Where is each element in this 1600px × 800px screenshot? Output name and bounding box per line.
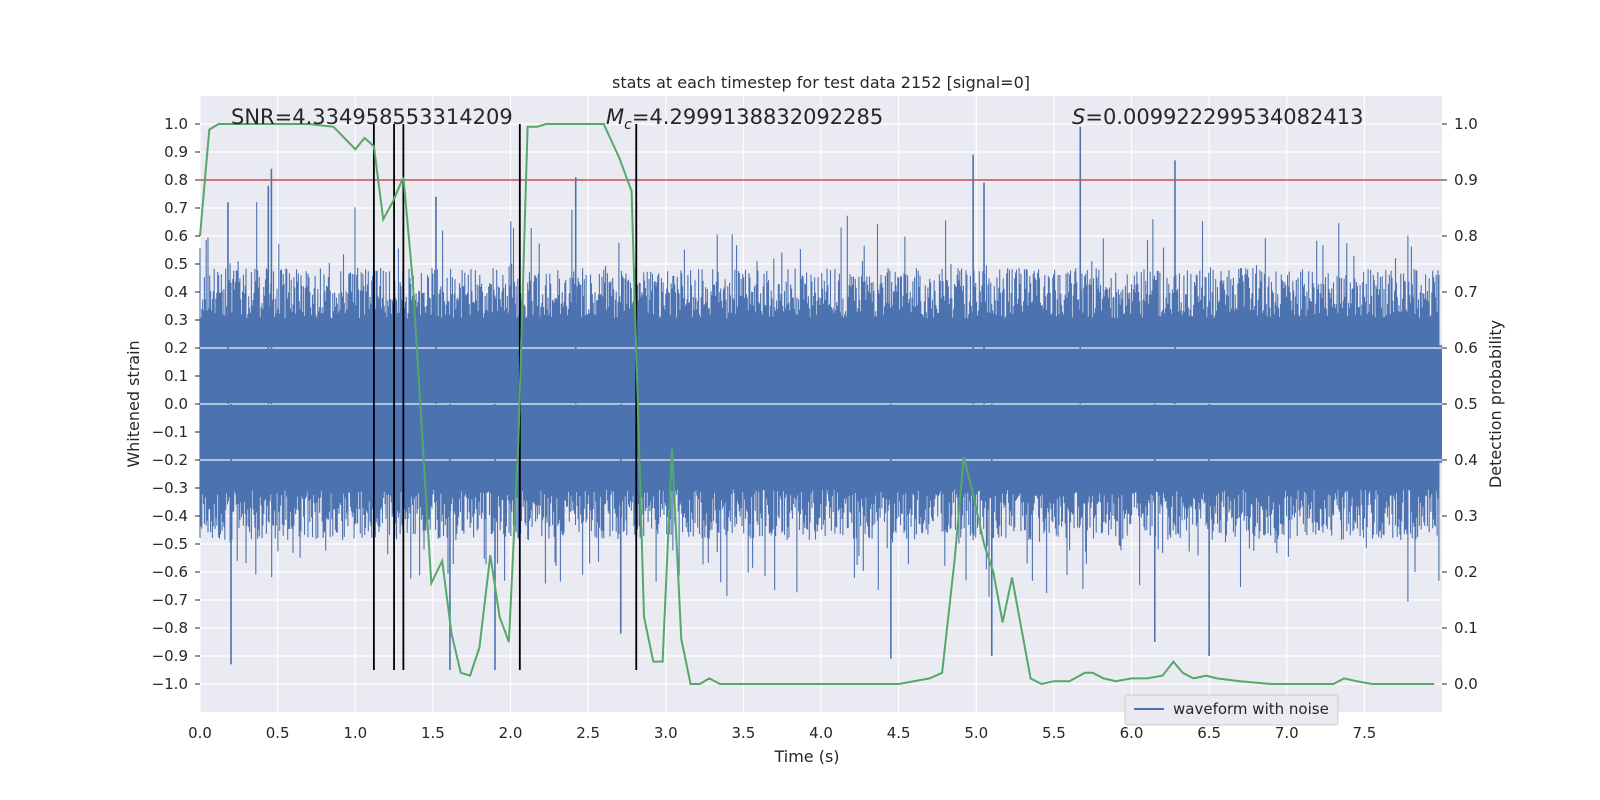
y-right-tick-label: 0.2 (1454, 563, 1478, 581)
y-tick-label: 0.7 (164, 199, 188, 217)
x-tick-label: 0.5 (266, 724, 290, 742)
legend-label: waveform with noise (1173, 700, 1329, 718)
y-right-tick-label: 0.3 (1454, 507, 1478, 525)
x-tick-label: 6.5 (1197, 724, 1221, 742)
y-axis-label: Whitened strain (124, 340, 143, 467)
legend-box (1124, 694, 1339, 726)
x-tick-label: 3.0 (654, 724, 678, 742)
x-tick-label: 4.0 (809, 724, 833, 742)
y-tick-label: 1.0 (164, 115, 188, 133)
y-right-tick-label: 1.0 (1454, 115, 1478, 133)
y-right-tick-label: 0.0 (1454, 675, 1478, 693)
y-tick-label: −0.4 (152, 507, 188, 525)
y-right-ticks: 1.0 0.9 0.8 0.7 0.6 0.5 0.4 0.3 0.2 0.1 0.0 (1442, 115, 1478, 693)
y-right-tick-label: 0.6 (1454, 339, 1478, 357)
x-tick-label: 4.5 (887, 724, 911, 742)
y-ticks: 1.0 0.9 0.8 0.7 0.6 0.5 0.4 0.3 0.2 0.1 0.0 −0.1 −0.… (152, 115, 200, 693)
x-tick-label: 5.5 (1042, 724, 1066, 742)
x-tick-label: 2.0 (499, 724, 523, 742)
y-tick-label: 0.1 (164, 367, 188, 385)
x-tick-label: 2.5 (576, 724, 600, 742)
x-tick-label: 7.5 (1352, 724, 1376, 742)
waveform-spikes (227, 126, 1210, 670)
y-tick-label: −0.7 (152, 591, 188, 609)
y-tick-label: 0.0 (164, 395, 188, 413)
chirp-mass-symbol: M (606, 105, 624, 129)
y-tick-label: −0.6 (152, 563, 188, 581)
x-tick-label: 3.5 (731, 724, 755, 742)
legend: waveform with noise (1124, 694, 1339, 726)
s-symbol: S (1072, 105, 1085, 129)
detection-probability-line (199, 123, 1435, 686)
y-tick-label: 0.3 (164, 311, 188, 329)
snr-annotation: SNR=4.334958553314209 (231, 105, 513, 129)
y-right-axis-label: Detection probability (1486, 320, 1505, 488)
y-right-tick-label: 0.1 (1454, 619, 1478, 637)
y-right-tick-label: 0.8 (1454, 227, 1478, 245)
y-tick-label: −0.3 (152, 479, 188, 497)
y-tick-label: −0.2 (152, 451, 188, 469)
x-tick-label: 5.0 (964, 724, 988, 742)
x-tick-label: 1.0 (343, 724, 367, 742)
y-tick-label: −0.8 (152, 619, 188, 637)
x-tick-label: 7.0 (1275, 724, 1299, 742)
y-right-tick-label: 0.7 (1454, 283, 1478, 301)
x-ticks: 0.0 0.5 1.0 1.5 2.0 2.5 3.0 3.5 4.0 4.5 5.0 5.5 6.0 6… (188, 724, 1376, 742)
chart-title: stats at each timestep for test data 215… (612, 73, 1030, 92)
chirp-mass-subscript: c (624, 117, 632, 133)
y-tick-label: 0.4 (164, 283, 188, 301)
y-tick-label: −0.9 (152, 647, 188, 665)
y-tick-label: 0.6 (164, 227, 188, 245)
y-tick-label: −0.1 (152, 423, 188, 441)
y-tick-label: 0.9 (164, 143, 188, 161)
chirp-mass-value: =4.2999138832092285 (632, 105, 883, 129)
s-value: =0.009922299534082413 (1085, 105, 1363, 129)
x-tick-label: 1.5 (421, 724, 445, 742)
y-right-tick-label: 0.4 (1454, 451, 1478, 469)
chirp-mass-annotation: Mc=4.2999138832092285 (606, 105, 883, 133)
y-tick-label: 0.5 (164, 255, 188, 273)
x-tick-label: 6.0 (1120, 724, 1144, 742)
x-axis-label: Time (s) (773, 747, 839, 766)
s-annotation: S=0.009922299534082413 (1072, 105, 1363, 129)
y-tick-label: 0.8 (164, 171, 188, 189)
y-tick-label: 0.2 (164, 339, 188, 357)
x-tick-label: 0.0 (188, 724, 212, 742)
y-right-tick-label: 0.5 (1454, 395, 1478, 413)
vertical-markers (372, 124, 638, 670)
y-right-tick-label: 0.9 (1454, 171, 1478, 189)
waveform-series (199, 202, 1442, 602)
y-tick-label: −0.5 (152, 535, 188, 553)
y-tick-label: −1.0 (152, 675, 188, 693)
